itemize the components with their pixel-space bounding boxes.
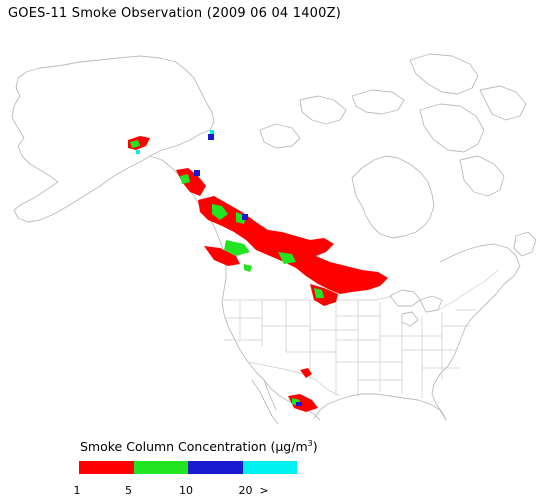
us-mexico-border: [247, 361, 341, 397]
legend-tick-label: 5: [125, 484, 132, 497]
smoke-high-patch: [208, 134, 214, 140]
smoke-mid-patch: [278, 252, 296, 264]
smoke-plume-coast: [204, 246, 240, 266]
map-title: GOES-11 Smoke Observation (2009 06 04 14…: [8, 6, 341, 21]
smoke-max-patch: [136, 150, 140, 154]
legend-swatch: [133, 461, 188, 474]
smoke-mid-patch: [244, 264, 252, 272]
smoke-plume-bc: [176, 168, 206, 196]
smoke-high-patch: [194, 170, 200, 176]
smoke-mid-patch: [212, 204, 228, 220]
smoke-high-patch: [242, 214, 248, 220]
smoke-high-patch: [296, 402, 302, 406]
legend-tick-label: 20: [238, 484, 253, 497]
arctic-islands: [259, 53, 527, 197]
smoke-max-patch: [210, 130, 214, 134]
atlantic-coastline: [431, 243, 521, 421]
legend-tick-label: 10: [179, 484, 193, 497]
smoke-mid-patch: [314, 288, 324, 298]
gulf-coastline: [313, 393, 447, 421]
legend-title: Smoke Column Concentration (μg/m3): [80, 439, 318, 455]
legend-color-bar: [79, 461, 297, 474]
newfoundland: [513, 231, 537, 257]
legend-tick-label: >: [259, 484, 269, 497]
smoke-mid-patch: [180, 174, 190, 184]
legend-swatch: [188, 461, 243, 474]
smoke-mid-patch: [224, 240, 250, 256]
great-lakes: [389, 289, 443, 327]
smoke-plumes: [128, 130, 388, 412]
smoke-plume-mid: [300, 368, 312, 378]
pacific-coastline: [11, 55, 321, 421]
legend-swatch: [79, 461, 134, 474]
hudson-bay-coastline: [351, 155, 435, 239]
baja-coastline: [251, 379, 279, 425]
legend-swatch: [242, 461, 297, 474]
smoke-plume-mexico: [288, 394, 318, 412]
state-borders: [224, 300, 476, 398]
legend-tick-label: 1: [73, 484, 81, 497]
smoke-plume-main: [198, 196, 388, 294]
smoke-mid-patch: [130, 140, 140, 148]
